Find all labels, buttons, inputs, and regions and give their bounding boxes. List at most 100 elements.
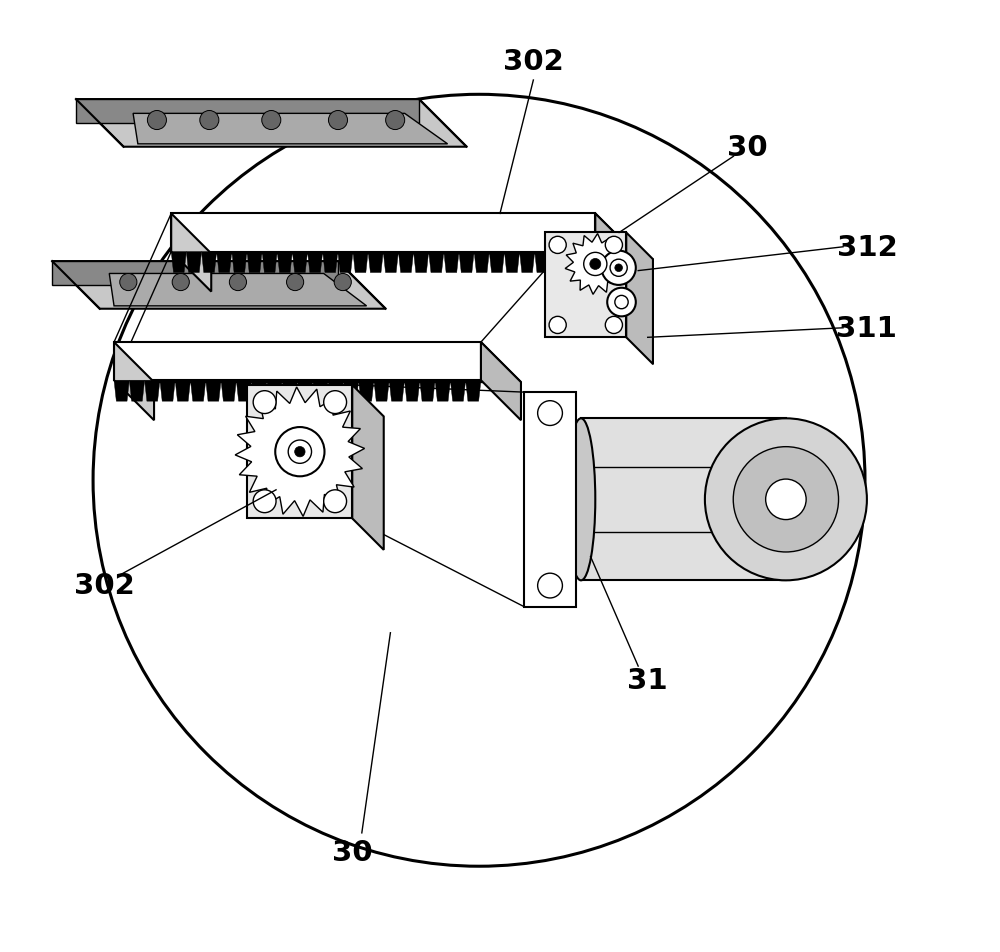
Polygon shape xyxy=(405,381,420,402)
Polygon shape xyxy=(76,100,467,148)
Polygon shape xyxy=(535,252,550,273)
Circle shape xyxy=(287,274,304,291)
Polygon shape xyxy=(580,252,595,273)
Polygon shape xyxy=(489,252,504,273)
Polygon shape xyxy=(545,233,626,338)
Polygon shape xyxy=(481,343,521,421)
Polygon shape xyxy=(202,252,217,273)
Circle shape xyxy=(615,265,622,272)
Polygon shape xyxy=(235,387,365,517)
Polygon shape xyxy=(444,252,459,273)
Polygon shape xyxy=(206,381,221,402)
Circle shape xyxy=(607,288,636,317)
Circle shape xyxy=(120,274,137,291)
Polygon shape xyxy=(171,214,595,252)
Polygon shape xyxy=(217,252,232,273)
Polygon shape xyxy=(129,381,145,402)
Polygon shape xyxy=(262,252,277,273)
Ellipse shape xyxy=(567,419,595,581)
Circle shape xyxy=(253,391,276,414)
Circle shape xyxy=(705,419,867,581)
Text: 302: 302 xyxy=(503,48,564,76)
Circle shape xyxy=(615,296,628,309)
Polygon shape xyxy=(343,381,359,402)
Polygon shape xyxy=(550,252,565,273)
Polygon shape xyxy=(52,262,338,286)
Circle shape xyxy=(733,447,839,552)
Circle shape xyxy=(172,274,189,291)
Polygon shape xyxy=(236,381,252,402)
Circle shape xyxy=(538,402,562,426)
Polygon shape xyxy=(626,233,653,365)
Polygon shape xyxy=(450,381,466,402)
Circle shape xyxy=(200,111,219,130)
Polygon shape xyxy=(171,214,211,292)
Circle shape xyxy=(93,95,865,866)
Polygon shape xyxy=(175,381,190,402)
Polygon shape xyxy=(313,381,328,402)
Circle shape xyxy=(605,237,622,254)
Polygon shape xyxy=(398,252,414,273)
Circle shape xyxy=(288,441,312,464)
Polygon shape xyxy=(353,252,368,273)
Circle shape xyxy=(766,480,806,520)
Polygon shape xyxy=(581,419,786,581)
Polygon shape xyxy=(282,381,297,402)
Polygon shape xyxy=(114,343,521,383)
Polygon shape xyxy=(383,252,398,273)
Circle shape xyxy=(590,259,601,270)
Polygon shape xyxy=(267,381,282,402)
Text: 30: 30 xyxy=(332,838,373,866)
Circle shape xyxy=(584,253,607,276)
Circle shape xyxy=(328,111,348,130)
Circle shape xyxy=(253,490,276,513)
Polygon shape xyxy=(292,252,308,273)
Polygon shape xyxy=(328,381,343,402)
Circle shape xyxy=(538,573,562,599)
Polygon shape xyxy=(352,386,384,550)
Polygon shape xyxy=(374,381,389,402)
Polygon shape xyxy=(466,381,481,402)
Polygon shape xyxy=(414,252,429,273)
Polygon shape xyxy=(232,252,247,273)
Polygon shape xyxy=(171,214,635,254)
Polygon shape xyxy=(247,252,262,273)
Polygon shape xyxy=(520,252,535,273)
Polygon shape xyxy=(160,381,175,402)
Circle shape xyxy=(324,391,347,414)
Polygon shape xyxy=(565,252,580,273)
Circle shape xyxy=(549,317,566,334)
Circle shape xyxy=(386,111,405,130)
Polygon shape xyxy=(459,252,474,273)
Text: 302: 302 xyxy=(74,571,135,600)
Circle shape xyxy=(610,260,627,277)
Polygon shape xyxy=(474,252,489,273)
Polygon shape xyxy=(252,381,267,402)
Polygon shape xyxy=(114,381,129,402)
Circle shape xyxy=(549,237,566,254)
Circle shape xyxy=(147,111,166,130)
Polygon shape xyxy=(323,252,338,273)
Polygon shape xyxy=(504,252,520,273)
Circle shape xyxy=(334,274,351,291)
Circle shape xyxy=(275,427,324,477)
Polygon shape xyxy=(435,381,450,402)
Polygon shape xyxy=(190,381,206,402)
Polygon shape xyxy=(109,274,367,307)
Polygon shape xyxy=(338,252,353,273)
Circle shape xyxy=(324,490,347,513)
Polygon shape xyxy=(429,252,444,273)
Polygon shape xyxy=(359,381,374,402)
Circle shape xyxy=(229,274,247,291)
Polygon shape xyxy=(114,343,154,421)
Text: 30: 30 xyxy=(727,133,768,162)
Circle shape xyxy=(262,111,281,130)
Polygon shape xyxy=(76,100,419,124)
Text: 31: 31 xyxy=(627,666,668,695)
Text: 312: 312 xyxy=(837,233,897,262)
Polygon shape xyxy=(114,343,481,381)
Polygon shape xyxy=(308,252,323,273)
Polygon shape xyxy=(389,381,405,402)
Polygon shape xyxy=(368,252,383,273)
Polygon shape xyxy=(565,234,625,295)
